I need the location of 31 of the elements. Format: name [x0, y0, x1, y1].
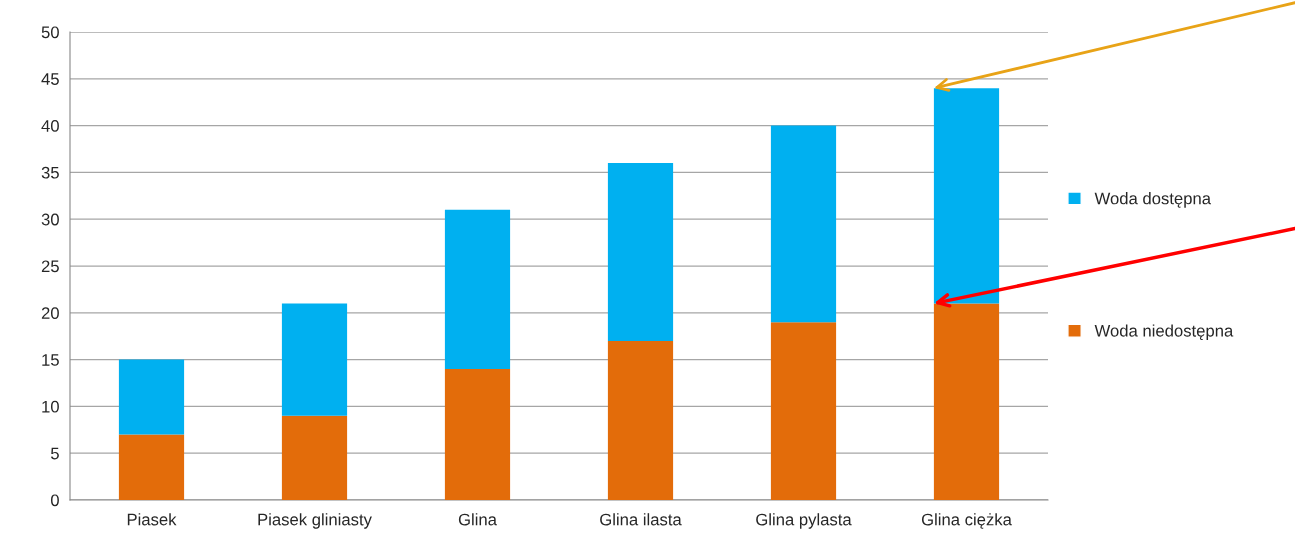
bar [770, 322, 837, 500]
y-tick-label: 5 [50, 447, 59, 460]
y-tick-label: 40 [41, 120, 59, 132]
bar [607, 340, 674, 500]
x-tick-label: Piasek [127, 513, 177, 526]
bar [933, 303, 1000, 500]
bar [444, 209, 511, 369]
legend-label: Woda dostępna [1094, 192, 1212, 208]
y-tick-label: 0 [50, 494, 59, 507]
y-tick-label: 25 [41, 260, 59, 273]
bar [770, 125, 837, 323]
bar [607, 163, 674, 341]
y-tick-label: 50 [41, 26, 59, 39]
x-tick-label: Glina [458, 513, 497, 526]
bar [118, 359, 185, 435]
bar [281, 415, 348, 500]
y-tick-label: 10 [42, 400, 59, 413]
y-tick-label: 20 [41, 307, 59, 319]
x-tick-label: Glina ilasta [600, 513, 682, 526]
bar [444, 368, 511, 500]
x-tick-label: Glina pylasta [756, 513, 852, 529]
y-tick-label: 15 [42, 354, 59, 366]
bar [281, 303, 348, 416]
bar [933, 88, 1000, 304]
x-tick-label: Glina ciężka [921, 513, 1012, 529]
x-tick-label: Piasek gliniasty [258, 513, 372, 529]
legend-label: Woda niedostępna [1094, 324, 1234, 340]
y-tick-label: 35 [41, 166, 59, 179]
bar [118, 434, 185, 500]
y-tick-label: 30 [41, 213, 59, 226]
y-tick-label: 45 [41, 73, 59, 85]
